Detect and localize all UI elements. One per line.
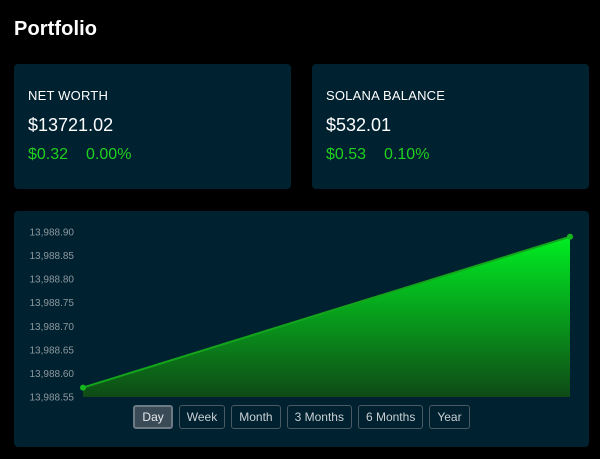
range-button-year[interactable]: Year [429, 405, 470, 429]
net-worth-changes: $0.32 0.00% [28, 146, 131, 164]
page-title: Portfolio [14, 18, 98, 40]
y-tick-label: 13,988.65 [30, 345, 75, 356]
time-range-selector: Day Week Month 3 Months 6 Months Year [14, 405, 589, 429]
net-worth-label: NET WORTH [28, 88, 109, 103]
range-button-day[interactable]: Day [133, 405, 173, 429]
portfolio-area-chart: 13,988.90 13,988.85 13,988.80 13,988.75 13,9… [30, 228, 573, 404]
y-tick-label: 13,988.85 [30, 251, 75, 262]
range-button-week[interactable]: Week [178, 405, 226, 429]
y-tick-label: 13,988.55 [30, 393, 75, 404]
y-tick-label: 13,988.80 [30, 275, 75, 286]
net-worth-card: NET WORTH $13721.02 $0.32 0.00% [14, 64, 291, 189]
net-worth-change-percent: 0.00% [86, 146, 132, 163]
net-worth-value: $13721.02 [28, 115, 114, 135]
portfolio-chart-panel: 13,988.90 13,988.85 13,988.80 13,988.75 13,9… [14, 211, 589, 447]
chart-series-line [82, 235, 571, 389]
solana-change-amount: $0.53 [326, 146, 367, 163]
solana-balance-changes: $0.53 0.10% [326, 146, 429, 164]
y-tick-label: 13,988.70 [30, 322, 75, 333]
chart-area-fill [83, 236, 570, 397]
y-tick-label: 13,988.75 [30, 298, 75, 309]
range-button-month[interactable]: Month [231, 405, 281, 429]
solana-change-percent: 0.10% [384, 146, 430, 163]
y-tick-label: 13,988.60 [30, 369, 75, 380]
chart-data-point [567, 233, 573, 240]
range-button-6-months[interactable]: 6 Months [357, 405, 424, 429]
solana-balance-card: SOLANA BALANCE $532.01 $0.53 0.10% [312, 64, 589, 189]
solana-balance-label: SOLANA BALANCE [326, 88, 446, 103]
range-button-3-months[interactable]: 3 Months [286, 405, 352, 429]
solana-balance-value: $532.01 [326, 115, 392, 135]
net-worth-change-amount: $0.32 [28, 146, 69, 163]
chart-data-point [80, 384, 86, 391]
y-tick-label: 13,988.90 [30, 228, 75, 239]
